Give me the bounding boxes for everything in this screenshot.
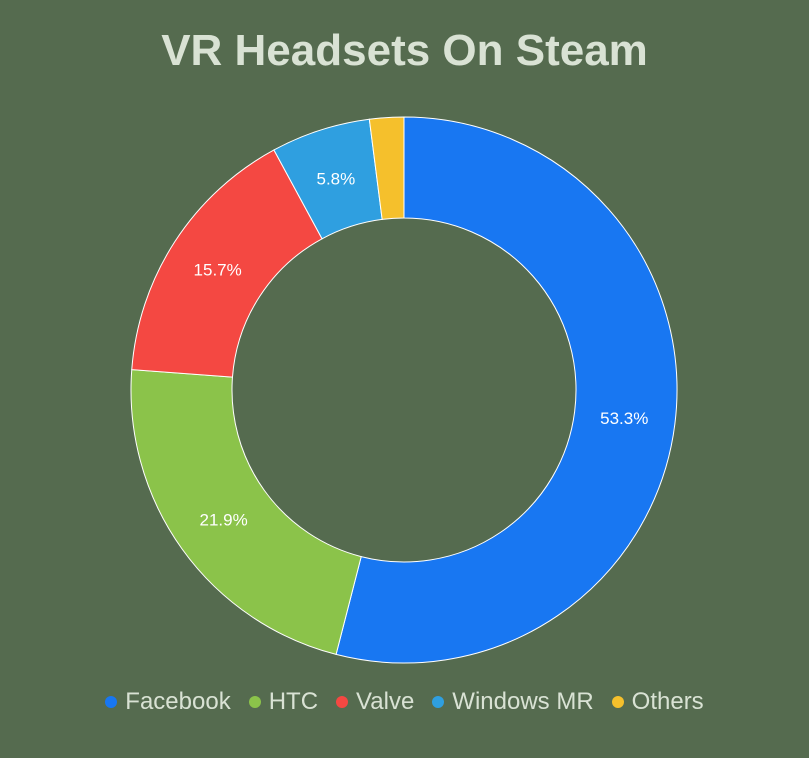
slice-label-htc: 21.9% — [200, 510, 248, 529]
legend-label: Facebook — [125, 688, 231, 715]
slice-label-valve: 15.7% — [194, 260, 242, 279]
legend-dot-icon — [432, 696, 445, 708]
legend-item-htc: HTC — [248, 688, 319, 716]
legend: Facebook HTC Valve Windows MR Others — [0, 688, 809, 716]
legend-dot-icon — [248, 696, 261, 708]
legend-dot-icon — [105, 696, 118, 708]
legend-dot-icon — [611, 696, 624, 708]
legend-label: Valve — [356, 688, 415, 715]
legend-label: Others — [631, 688, 704, 715]
slice-label-windows-mr: 5.8% — [316, 170, 355, 189]
slice-htc — [130, 369, 362, 656]
legend-item-facebook: Facebook — [105, 688, 231, 716]
slice-label-facebook: 53.3% — [600, 409, 648, 428]
legend-item-valve: Valve — [336, 688, 414, 716]
legend-dot-icon — [336, 696, 349, 708]
legend-label: Windows MR — [452, 688, 594, 715]
legend-item-windows-mr: Windows MR — [432, 688, 594, 716]
slice-others — [368, 116, 405, 220]
slice-facebook — [335, 116, 678, 664]
legend-label: HTC — [268, 688, 319, 715]
legend-item-others: Others — [611, 688, 704, 716]
chart-title: VR Headsets On Steam — [161, 26, 648, 75]
